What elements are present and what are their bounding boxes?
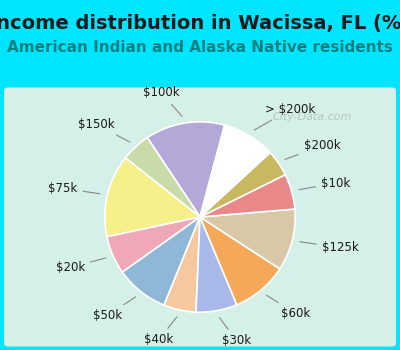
- Wedge shape: [147, 122, 225, 217]
- Wedge shape: [107, 217, 200, 272]
- Wedge shape: [200, 153, 285, 217]
- Text: City-Data.com: City-Data.com: [272, 112, 352, 122]
- Wedge shape: [122, 217, 200, 305]
- Text: $40k: $40k: [144, 317, 177, 346]
- Wedge shape: [200, 125, 270, 217]
- Text: $10k: $10k: [299, 177, 350, 190]
- Text: $125k: $125k: [300, 241, 359, 254]
- Text: $100k: $100k: [143, 86, 182, 116]
- Text: $150k: $150k: [78, 118, 130, 142]
- Text: American Indian and Alaska Native residents: American Indian and Alaska Native reside…: [7, 40, 393, 55]
- Wedge shape: [200, 175, 295, 217]
- Wedge shape: [105, 158, 200, 237]
- Wedge shape: [125, 138, 200, 217]
- Text: $20k: $20k: [56, 258, 106, 274]
- Text: $30k: $30k: [219, 317, 251, 347]
- FancyBboxPatch shape: [4, 88, 396, 346]
- Wedge shape: [200, 209, 295, 269]
- Text: > $200k: > $200k: [254, 103, 315, 130]
- Text: Income distribution in Wacissa, FL (%): Income distribution in Wacissa, FL (%): [0, 14, 400, 33]
- Text: $50k: $50k: [93, 297, 136, 322]
- Wedge shape: [196, 217, 237, 312]
- Text: $200k: $200k: [285, 139, 340, 159]
- Text: $75k: $75k: [48, 182, 100, 195]
- Wedge shape: [200, 217, 280, 305]
- Text: $60k: $60k: [266, 295, 310, 320]
- Wedge shape: [164, 217, 200, 312]
